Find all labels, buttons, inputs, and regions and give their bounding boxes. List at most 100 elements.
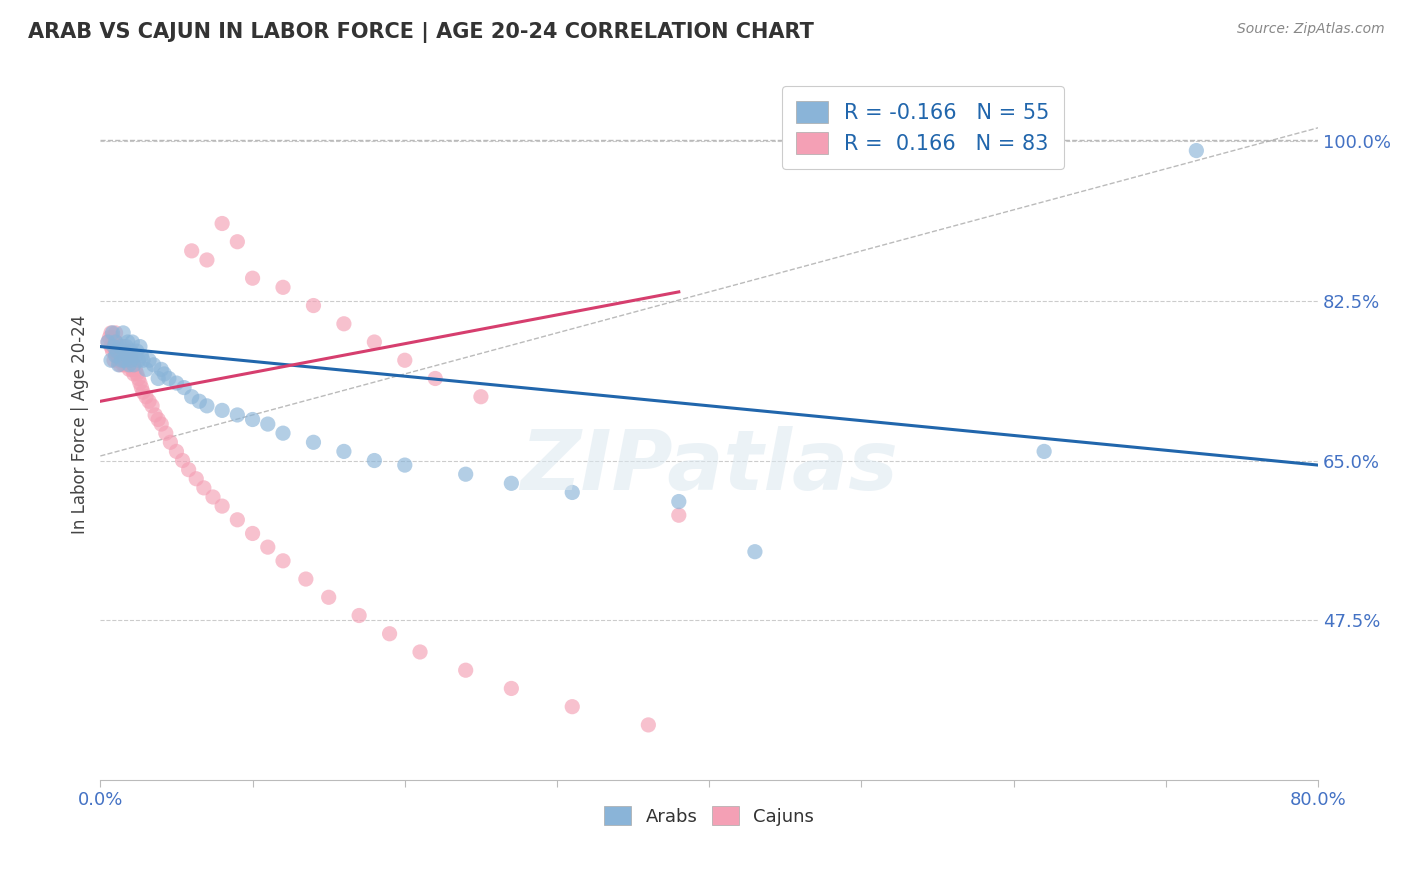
Point xyxy=(100,353,122,368)
Point xyxy=(409,645,432,659)
Point xyxy=(318,591,340,605)
Point xyxy=(117,358,139,372)
Point xyxy=(333,444,356,458)
Point xyxy=(172,453,194,467)
Point xyxy=(363,453,385,467)
Point xyxy=(105,344,128,359)
Point xyxy=(108,349,131,363)
Point xyxy=(117,349,139,363)
Point xyxy=(637,718,659,732)
Point xyxy=(125,344,148,359)
Point xyxy=(107,358,129,372)
Text: ZIPatlas: ZIPatlas xyxy=(520,426,898,508)
Point xyxy=(668,494,690,508)
Point xyxy=(668,508,690,523)
Point xyxy=(112,344,135,359)
Point xyxy=(195,399,218,413)
Point xyxy=(112,349,135,363)
Point xyxy=(121,362,143,376)
Point xyxy=(394,458,416,472)
Point xyxy=(242,271,264,285)
Point xyxy=(112,358,135,372)
Point xyxy=(114,349,136,363)
Point xyxy=(97,334,120,349)
Point xyxy=(101,344,124,359)
Point xyxy=(1185,144,1208,158)
Point xyxy=(454,467,477,482)
Text: Source: ZipAtlas.com: Source: ZipAtlas.com xyxy=(1237,22,1385,37)
Point xyxy=(105,349,128,363)
Point xyxy=(150,417,173,431)
Point xyxy=(103,353,125,368)
Point xyxy=(103,340,125,354)
Point xyxy=(271,426,294,441)
Point xyxy=(122,358,145,372)
Point xyxy=(122,358,145,372)
Point xyxy=(100,326,122,340)
Point xyxy=(115,344,138,359)
Point xyxy=(111,344,134,359)
Point xyxy=(127,353,149,368)
Point xyxy=(122,367,145,381)
Point xyxy=(195,252,218,267)
Point xyxy=(177,463,200,477)
Point xyxy=(98,330,121,344)
Point xyxy=(129,340,152,354)
Point xyxy=(425,371,447,385)
Point xyxy=(111,353,134,368)
Point xyxy=(211,403,233,417)
Point xyxy=(104,334,127,349)
Point xyxy=(142,358,165,372)
Point xyxy=(121,334,143,349)
Point xyxy=(501,681,523,696)
Point xyxy=(188,394,211,409)
Point xyxy=(120,358,142,372)
Point xyxy=(470,390,492,404)
Point xyxy=(159,435,181,450)
Point xyxy=(117,334,139,349)
Point xyxy=(201,490,224,504)
Point xyxy=(132,353,155,368)
Point xyxy=(148,371,170,385)
Point xyxy=(101,326,124,340)
Point xyxy=(226,513,249,527)
Point xyxy=(180,244,202,258)
Point xyxy=(121,353,143,368)
Point xyxy=(211,499,233,513)
Point xyxy=(501,476,523,491)
Point xyxy=(744,544,766,558)
Point xyxy=(131,349,153,363)
Point xyxy=(124,349,146,363)
Point xyxy=(108,340,131,354)
Point xyxy=(111,353,134,368)
Point xyxy=(104,344,127,359)
Point xyxy=(141,399,163,413)
Point xyxy=(103,340,125,354)
Point xyxy=(114,358,136,372)
Point xyxy=(132,385,155,400)
Point xyxy=(112,326,135,340)
Point xyxy=(271,280,294,294)
Point xyxy=(115,340,138,354)
Point xyxy=(120,344,142,359)
Point xyxy=(112,340,135,354)
Point xyxy=(104,326,127,340)
Point xyxy=(135,390,157,404)
Point xyxy=(454,663,477,677)
Point xyxy=(127,371,149,385)
Point xyxy=(129,376,152,390)
Point xyxy=(118,362,141,376)
Point xyxy=(363,334,385,349)
Point xyxy=(157,371,180,385)
Point xyxy=(153,367,176,381)
Point xyxy=(120,353,142,368)
Point xyxy=(166,376,188,390)
Point xyxy=(173,381,195,395)
Point xyxy=(347,608,370,623)
Point xyxy=(107,344,129,359)
Point xyxy=(135,362,157,376)
Point xyxy=(256,417,278,431)
Point xyxy=(1033,444,1056,458)
Point xyxy=(101,330,124,344)
Point xyxy=(302,435,325,450)
